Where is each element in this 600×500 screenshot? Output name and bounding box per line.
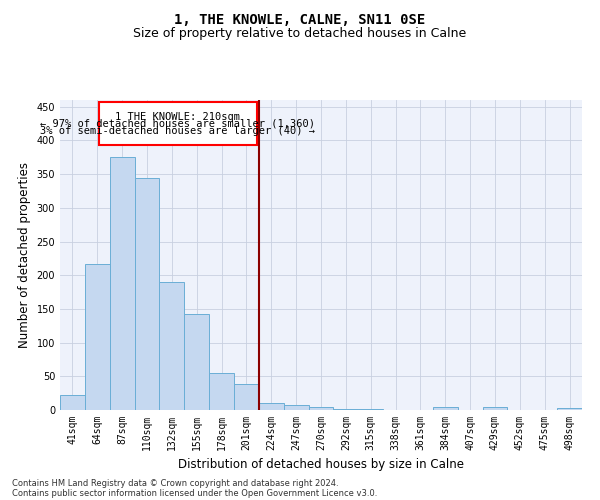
Text: Contains public sector information licensed under the Open Government Licence v3: Contains public sector information licen… xyxy=(12,488,377,498)
Bar xyxy=(234,384,259,410)
Bar xyxy=(358,408,383,410)
Y-axis label: Number of detached properties: Number of detached properties xyxy=(18,162,31,348)
Bar xyxy=(284,404,308,410)
Text: Size of property relative to detached houses in Calne: Size of property relative to detached ho… xyxy=(133,28,467,40)
Bar xyxy=(110,158,134,410)
Text: ← 97% of detached houses are smaller (1,360): ← 97% of detached houses are smaller (1,… xyxy=(40,118,315,128)
Bar xyxy=(134,178,160,410)
Bar xyxy=(184,314,209,410)
Bar xyxy=(60,395,85,410)
X-axis label: Distribution of detached houses by size in Calne: Distribution of detached houses by size … xyxy=(178,458,464,471)
Bar xyxy=(85,264,110,410)
Bar xyxy=(557,408,582,410)
Bar xyxy=(160,282,184,410)
Bar xyxy=(482,408,508,410)
Text: Contains HM Land Registry data © Crown copyright and database right 2024.: Contains HM Land Registry data © Crown c… xyxy=(12,478,338,488)
Bar xyxy=(209,373,234,410)
Bar xyxy=(433,408,458,410)
Bar xyxy=(334,408,358,410)
Bar xyxy=(259,402,284,410)
Text: 3% of semi-detached houses are larger (40) →: 3% of semi-detached houses are larger (4… xyxy=(40,126,315,136)
Bar xyxy=(308,408,334,410)
Text: 1, THE KNOWLE, CALNE, SN11 0SE: 1, THE KNOWLE, CALNE, SN11 0SE xyxy=(175,12,425,26)
Bar xyxy=(98,102,257,145)
Text: 1 THE KNOWLE: 210sqm: 1 THE KNOWLE: 210sqm xyxy=(115,112,240,122)
